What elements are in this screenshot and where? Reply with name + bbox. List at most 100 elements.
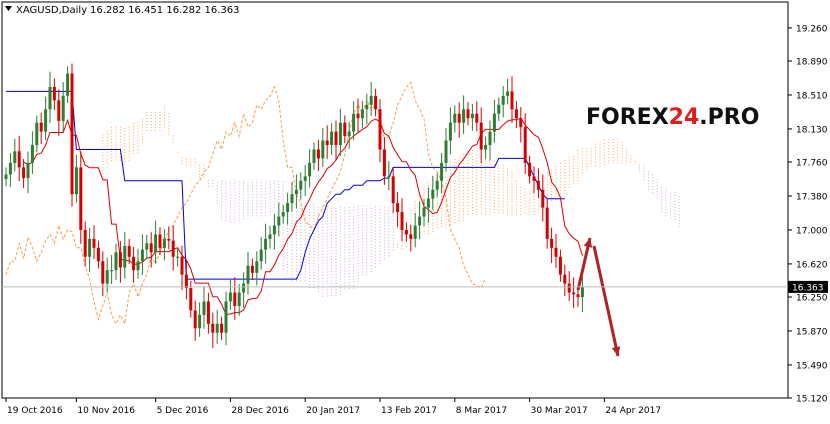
candle-body xyxy=(501,95,505,105)
candle xyxy=(541,174,545,222)
candle-body xyxy=(325,140,329,146)
candle-body xyxy=(184,274,188,289)
candle xyxy=(206,292,210,334)
candle xyxy=(105,257,109,293)
candle-body xyxy=(303,176,307,181)
candle-body xyxy=(343,122,347,137)
candle-body xyxy=(523,127,527,163)
candle-body xyxy=(360,109,364,119)
candle xyxy=(506,78,510,105)
candle-body xyxy=(347,131,351,137)
candle-body xyxy=(198,314,202,329)
candle-body xyxy=(506,91,510,96)
candle xyxy=(149,232,153,268)
candle xyxy=(277,202,281,237)
candle xyxy=(435,173,439,197)
candle xyxy=(352,101,356,141)
indicator-lines xyxy=(5,81,583,326)
candle-body xyxy=(391,176,395,204)
candle-body xyxy=(26,162,30,179)
candle-body xyxy=(92,238,96,248)
candle-body xyxy=(17,151,21,168)
candle xyxy=(519,107,523,143)
candle xyxy=(140,234,144,276)
candle-body xyxy=(83,229,87,257)
candles[interactable] xyxy=(4,63,584,348)
candle xyxy=(255,251,259,286)
candle xyxy=(118,241,122,283)
candle xyxy=(44,96,48,141)
candle-body xyxy=(246,265,250,284)
candle xyxy=(563,264,567,297)
candle-body xyxy=(475,113,479,123)
candle xyxy=(171,225,175,271)
candle xyxy=(211,312,215,348)
candle-body xyxy=(220,323,224,333)
candle xyxy=(457,102,461,138)
candle xyxy=(286,193,290,225)
candle-body xyxy=(563,274,567,284)
candle xyxy=(294,174,298,209)
candle-body xyxy=(312,149,316,163)
candle-body xyxy=(528,162,532,177)
candle xyxy=(228,280,232,310)
candle xyxy=(492,99,496,143)
candle-body xyxy=(237,292,241,306)
candle xyxy=(154,220,158,264)
candle-body xyxy=(536,180,540,190)
candle-body xyxy=(96,247,100,262)
forecast-arrows xyxy=(576,237,621,357)
candle-body xyxy=(466,109,470,119)
candle-body xyxy=(492,113,496,132)
y-tick-label: 15.870 xyxy=(796,327,828,337)
chart-header[interactable]: XAGUSD,Daily 16.282 16.451 16.282 16.363 xyxy=(5,5,240,16)
candle-body xyxy=(193,310,197,329)
candle xyxy=(162,229,166,261)
candle-body xyxy=(409,234,413,239)
candle-body xyxy=(338,122,342,146)
candle-body xyxy=(255,261,259,273)
x-tick-label: 13 Feb 2017 xyxy=(381,406,437,416)
candle-body xyxy=(422,207,426,217)
candle-body xyxy=(127,246,131,257)
candle-body xyxy=(404,229,408,235)
up-arrow-icon xyxy=(576,237,593,291)
triangle-down-icon[interactable] xyxy=(5,6,12,11)
symbol-label: XAGUSD,Daily xyxy=(16,5,87,16)
candle xyxy=(220,316,224,340)
candle-body xyxy=(206,301,210,324)
candle-body xyxy=(158,234,162,248)
candle-body xyxy=(519,118,523,128)
candle-body xyxy=(356,113,360,119)
candle xyxy=(338,108,342,157)
candle xyxy=(198,302,202,337)
candle-body xyxy=(431,189,435,199)
tenkan-sen xyxy=(23,117,583,315)
x-tick-label: 19 Oct 2016 xyxy=(7,406,63,416)
candle xyxy=(259,237,263,270)
candle-body xyxy=(334,131,338,146)
candle-body xyxy=(426,198,430,208)
y-tick-label: 18.890 xyxy=(796,57,828,67)
arrow-head xyxy=(583,238,593,248)
candle-body xyxy=(316,149,320,159)
candle-body xyxy=(484,145,488,150)
candle-body xyxy=(233,292,237,306)
candle xyxy=(378,99,382,163)
candle-body xyxy=(321,140,325,159)
candle-body xyxy=(74,167,78,195)
candle-body xyxy=(440,162,444,181)
candle-body xyxy=(140,249,144,262)
candle-body xyxy=(57,100,61,121)
candle-body xyxy=(268,234,272,239)
candle-body xyxy=(580,287,584,297)
candle xyxy=(167,226,171,250)
candle-body xyxy=(132,256,136,271)
candle-body xyxy=(215,323,219,333)
candle-body xyxy=(180,256,184,275)
candle-body xyxy=(70,73,74,195)
candle-body xyxy=(294,189,298,195)
